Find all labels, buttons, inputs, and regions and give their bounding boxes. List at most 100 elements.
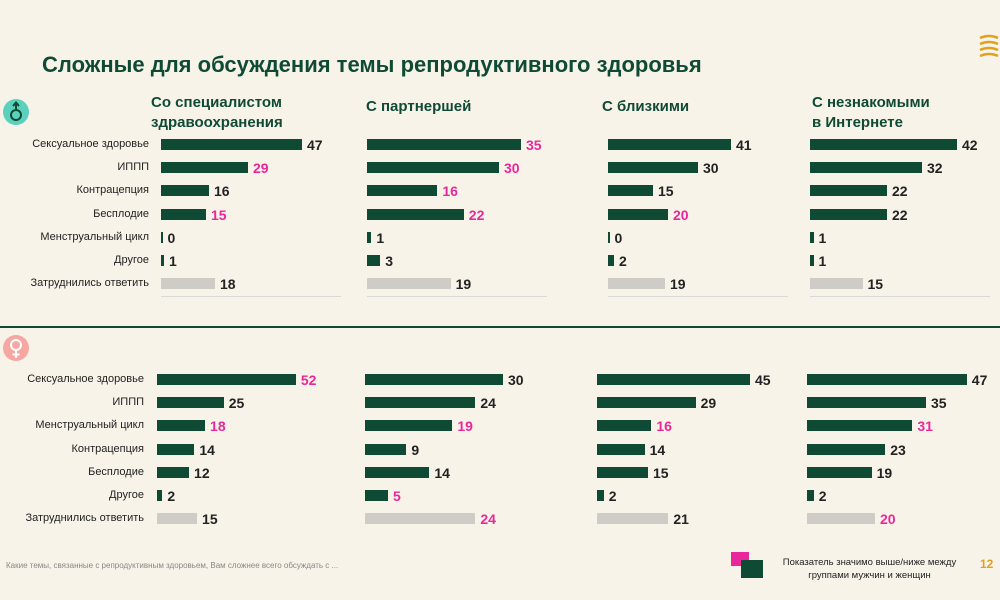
divider-line bbox=[161, 296, 341, 297]
bar bbox=[807, 513, 875, 525]
panel-separator bbox=[0, 326, 1000, 328]
data-label: 14 bbox=[434, 464, 450, 481]
data-label: 16 bbox=[442, 183, 458, 200]
bar bbox=[367, 162, 499, 174]
data-label: 1 bbox=[818, 229, 827, 246]
data-label: 15 bbox=[211, 206, 227, 223]
data-label: 22 bbox=[892, 183, 908, 200]
row-label: Контрацепция bbox=[71, 442, 144, 455]
data-label: 52 bbox=[300, 372, 317, 388]
bar bbox=[608, 162, 698, 174]
row-label: Затруднились ответить bbox=[25, 512, 144, 525]
data-label: 23 bbox=[890, 441, 906, 458]
bar bbox=[608, 278, 665, 290]
bar bbox=[807, 443, 886, 455]
data-label: 20 bbox=[880, 511, 896, 528]
column-header-line: С близкими bbox=[602, 98, 690, 115]
divider-line bbox=[367, 296, 547, 297]
column-header-line: С партнершей bbox=[366, 98, 472, 115]
data-label: 35 bbox=[526, 137, 542, 153]
data-label: 15 bbox=[867, 276, 884, 293]
bar bbox=[157, 443, 195, 455]
data-label: 12 bbox=[194, 464, 210, 481]
data-label: 3 bbox=[385, 253, 393, 269]
male-icon bbox=[3, 99, 29, 125]
bar bbox=[608, 208, 668, 220]
data-label: 29 bbox=[700, 395, 717, 412]
bar bbox=[161, 162, 248, 174]
data-label: 15 bbox=[658, 183, 674, 200]
row-label: Сексуальное здоровье bbox=[32, 138, 149, 150]
data-label: 2 bbox=[167, 488, 176, 504]
bar bbox=[157, 513, 198, 525]
bar bbox=[365, 420, 453, 432]
bar bbox=[365, 397, 476, 409]
data-label: 16 bbox=[656, 418, 672, 435]
legend-text: Показатель значимо выше/ниже между групп… bbox=[782, 557, 957, 581]
bar bbox=[161, 278, 215, 290]
bar bbox=[367, 208, 464, 220]
bar bbox=[367, 255, 381, 266]
row-label: Менструальный цикл bbox=[35, 419, 144, 432]
data-label: 22 bbox=[892, 206, 908, 223]
row-label: Бесплодие bbox=[88, 465, 144, 478]
bar bbox=[365, 513, 476, 525]
bar bbox=[161, 139, 302, 150]
row-label: Контрацепция bbox=[76, 184, 149, 197]
column-header-line: С незнакомыми bbox=[812, 94, 930, 111]
data-label: 45 bbox=[755, 372, 771, 388]
bar bbox=[161, 208, 206, 220]
bar bbox=[161, 231, 163, 243]
bar bbox=[807, 397, 926, 409]
footnote: Какие темы, связанные с репродуктивным з… bbox=[6, 561, 339, 570]
data-label: 42 bbox=[962, 137, 978, 153]
data-label: 15 bbox=[202, 511, 218, 528]
bar bbox=[161, 255, 164, 266]
bar bbox=[608, 255, 614, 266]
row-label: ИППП bbox=[117, 161, 149, 174]
data-label: 0 bbox=[614, 229, 623, 246]
column-header-line: здравоохранения bbox=[151, 114, 283, 131]
data-label: 41 bbox=[736, 137, 752, 153]
bar bbox=[157, 420, 206, 432]
bar bbox=[367, 185, 438, 197]
page-number: 12 bbox=[980, 557, 994, 571]
data-label: 20 bbox=[673, 206, 689, 223]
data-label: 2 bbox=[608, 488, 617, 504]
data-label: 35 bbox=[931, 395, 947, 412]
data-label: 2 bbox=[619, 253, 627, 269]
data-label: 18 bbox=[220, 276, 236, 293]
data-label: 9 bbox=[411, 441, 420, 458]
bar bbox=[367, 231, 372, 243]
bar bbox=[608, 139, 731, 150]
bar bbox=[365, 466, 430, 478]
data-label: 1 bbox=[169, 253, 177, 269]
column-header-line: в Интернете bbox=[812, 114, 903, 131]
column-header: Со специалистом здравоохранения bbox=[151, 93, 283, 133]
row-label: Менструальный цикл bbox=[40, 230, 149, 243]
data-label: 47 bbox=[971, 372, 988, 388]
data-label: 0 bbox=[167, 229, 176, 246]
female-icon bbox=[3, 335, 29, 361]
data-label: 29 bbox=[253, 160, 269, 177]
data-label: 14 bbox=[649, 441, 666, 458]
data-label: 47 bbox=[307, 137, 323, 153]
bar bbox=[807, 420, 913, 432]
bar bbox=[597, 374, 750, 385]
bar bbox=[365, 490, 388, 501]
data-label: 19 bbox=[455, 276, 472, 293]
bar bbox=[597, 420, 652, 432]
bar bbox=[810, 231, 814, 243]
bar bbox=[597, 443, 645, 455]
data-label: 15 bbox=[653, 464, 669, 481]
bar bbox=[608, 231, 610, 243]
bar bbox=[365, 443, 407, 455]
bar bbox=[810, 208, 887, 220]
column-header-line: Со специалистом bbox=[151, 94, 282, 111]
column-header: С партнершей bbox=[366, 97, 471, 117]
bar bbox=[810, 139, 957, 150]
bar bbox=[597, 513, 669, 525]
page-title: Сложные для обсуждения темы репродуктивн… bbox=[42, 52, 702, 77]
data-label: 19 bbox=[876, 464, 893, 481]
data-label: 5 bbox=[393, 488, 401, 504]
